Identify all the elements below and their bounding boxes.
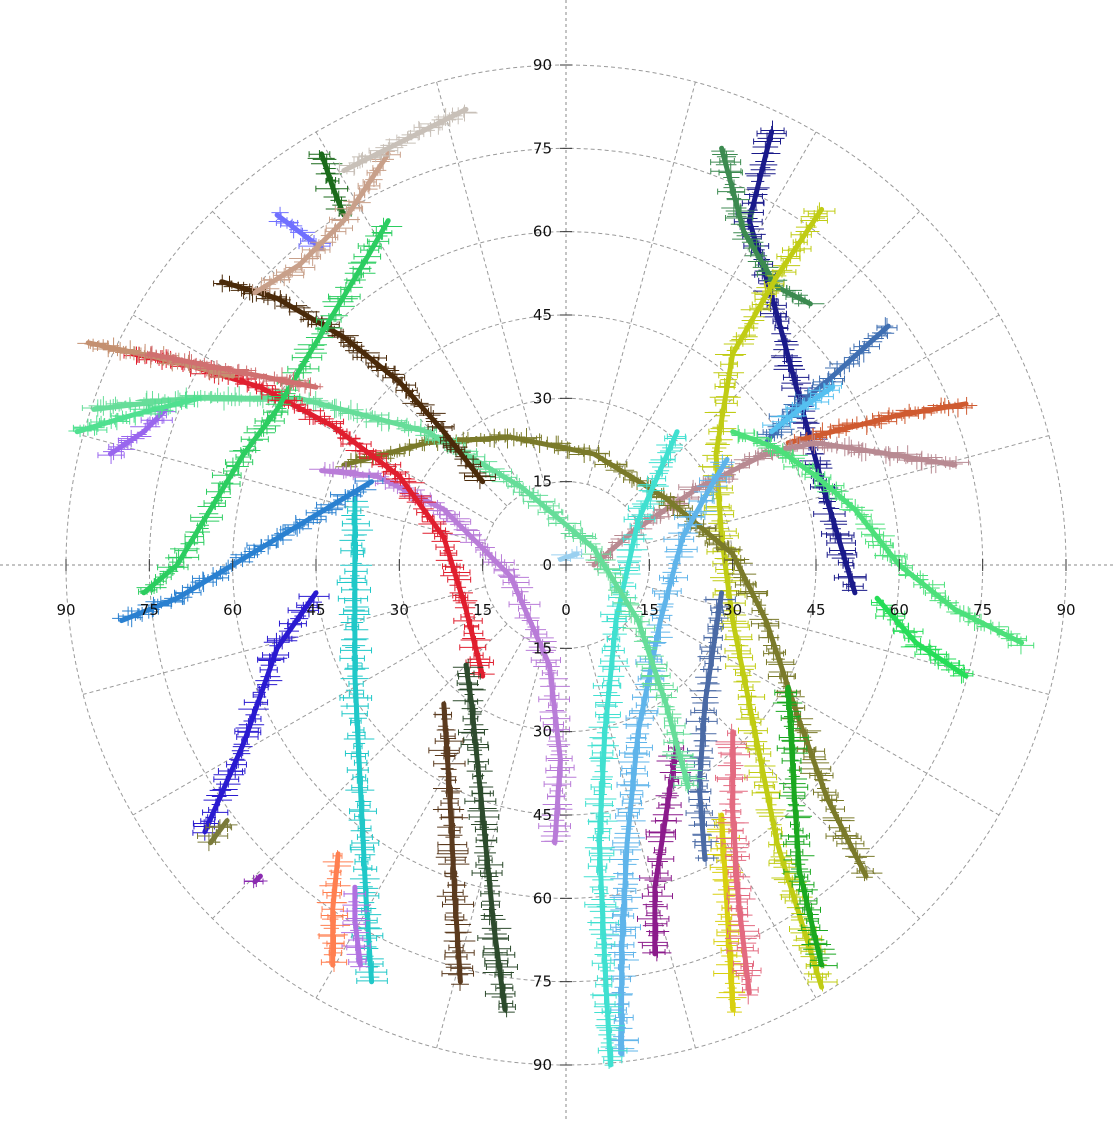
trail-series: [785, 396, 978, 451]
trail-series: [685, 590, 736, 867]
trail-path: [341, 434, 869, 879]
trail-path: [719, 145, 813, 307]
trail-path: [91, 395, 691, 790]
grid-spoke: [82, 435, 486, 544]
trail-path: [769, 384, 836, 435]
trail-series: [636, 740, 692, 962]
trail-path: [785, 401, 969, 446]
trail-series: [870, 595, 974, 684]
trail-series: [715, 723, 762, 1005]
grid-spoke: [587, 81, 696, 485]
trail-series: [81, 386, 705, 794]
trail-path: [746, 129, 858, 596]
trail-path: [591, 440, 958, 568]
trail-series: [762, 379, 842, 435]
trail-path: [719, 812, 736, 1012]
trail-series: [730, 424, 1035, 655]
trail-series: [772, 684, 838, 969]
trail-path: [696, 590, 725, 862]
trail-path: [730, 429, 1025, 646]
trail-series: [583, 429, 687, 1069]
trail-series: [309, 461, 577, 846]
trail-path: [874, 595, 969, 679]
grid-spoke: [436, 81, 545, 485]
trail-path: [652, 740, 680, 957]
grid-spoke: [624, 211, 920, 507]
trail-path: [785, 684, 825, 968]
trail-series: [710, 145, 825, 309]
trail-path: [713, 206, 825, 990]
trail-path: [730, 729, 752, 996]
data-trails: [68, 104, 1035, 1069]
trail-path: [596, 429, 680, 1068]
